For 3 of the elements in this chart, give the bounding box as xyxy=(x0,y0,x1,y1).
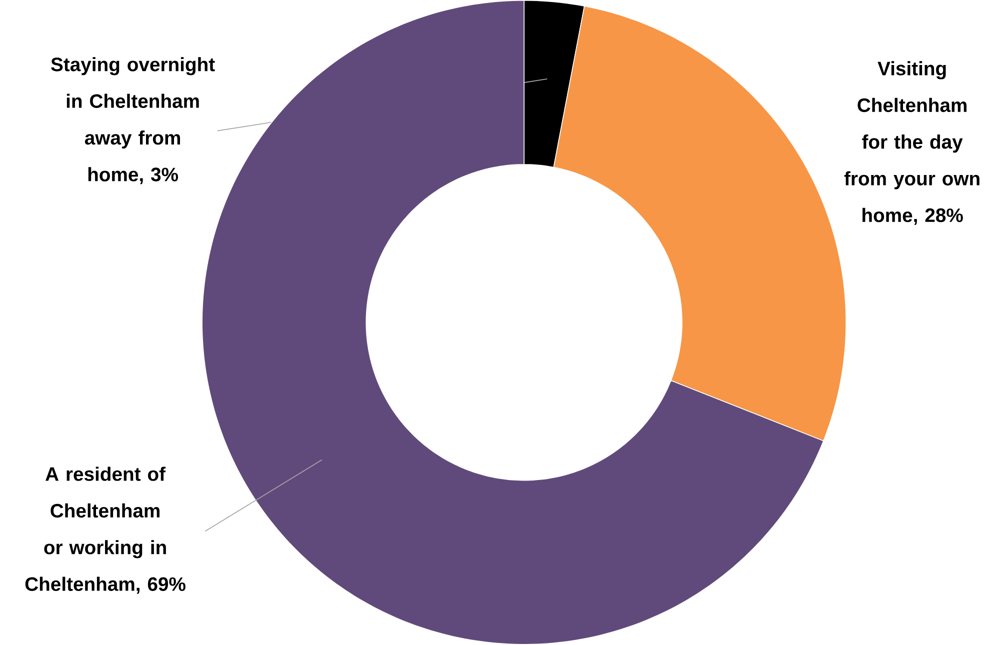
slice-label: A resident of Cheltenham or working in Cheltenham, 69% xyxy=(25,466,186,594)
slice-label: Visiting Cheltenham for the day from your own home, 28% xyxy=(844,61,980,226)
slice-label: Staying overnight in Cheltenham away from home, 3% xyxy=(51,57,215,184)
